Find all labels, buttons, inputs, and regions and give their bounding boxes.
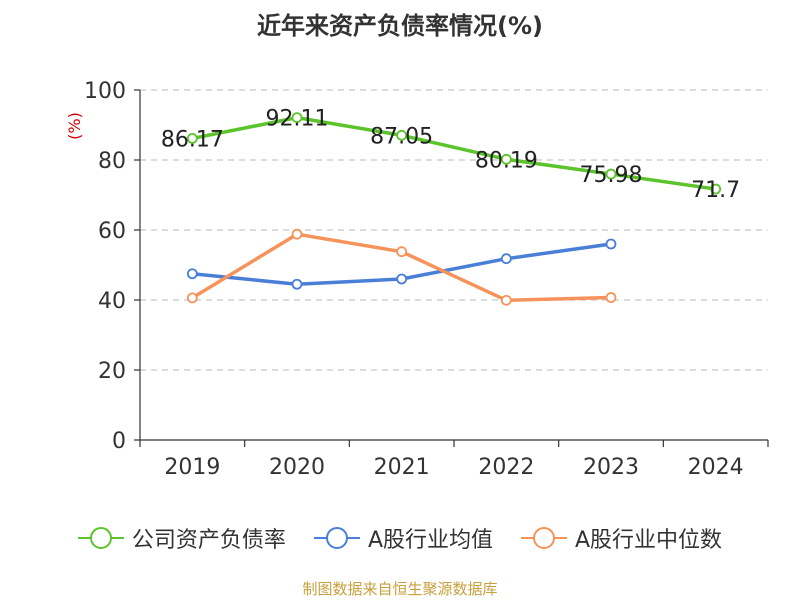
legend-label: A股行业均值	[367, 528, 493, 553]
source-note: 制图数据来自恒生聚源数据库	[302, 580, 498, 598]
y-tick-label: 80	[98, 149, 126, 174]
gridlines	[140, 89, 768, 371]
data-point	[186, 268, 198, 280]
data-point	[605, 292, 617, 303]
y-axis-label: (%)	[65, 112, 84, 140]
data-point	[291, 228, 303, 240]
series-line	[191, 232, 612, 303]
data-point	[605, 238, 617, 250]
data-point	[396, 273, 408, 285]
x-tick-label: 2022	[478, 455, 534, 480]
x-tick-label: 2020	[269, 455, 325, 480]
data-point	[500, 253, 512, 265]
legend-item: 公司资产负债率	[77, 522, 286, 554]
x-tick-label: 2021	[374, 455, 430, 480]
data-label: 71.7	[691, 178, 740, 203]
data-point	[605, 168, 617, 180]
y-tick-label: 100	[84, 79, 126, 104]
y-tick-label: 60	[98, 219, 126, 244]
legend-label: A股行业中位数	[575, 528, 723, 553]
data-label: 75.98	[580, 163, 643, 188]
data-label: 80.19	[475, 148, 538, 173]
x-tick-label: 2019	[164, 455, 220, 480]
legend-marker-icon	[521, 526, 567, 550]
data-point	[291, 278, 303, 290]
legend-item: A股行业均值	[313, 522, 493, 554]
y-tick-label: 40	[98, 289, 126, 314]
axes: 0 20 40 60 80 100 2019 2020 2021 2022 2023 2024 (%)	[65, 79, 769, 480]
y-tick-label: 20	[98, 359, 126, 384]
series-group	[186, 112, 722, 306]
series-line	[191, 115, 716, 191]
data-point	[186, 292, 198, 304]
legend-marker-icon	[313, 526, 360, 550]
chart-title: 近年来资产负债率情况(%)	[257, 12, 543, 40]
data-labels: 86.17 92.11 87.05 80.19 75.98 71.7	[161, 107, 740, 203]
legend-marker-icon	[77, 526, 124, 550]
legend: 公司资产负债率 A股行业均值 A股行业中位数	[0, 520, 800, 556]
data-label: 87.05	[370, 124, 433, 149]
data-point	[500, 294, 512, 306]
y-tick-label: 0	[112, 429, 126, 454]
data-point	[291, 112, 303, 124]
x-tick-label: 2023	[583, 455, 639, 480]
data-point	[186, 133, 198, 144]
data-label: 92.11	[266, 107, 329, 132]
legend-label: 公司资产负债率	[131, 528, 286, 553]
data-point	[396, 246, 408, 258]
data-label: 86.17	[161, 127, 224, 152]
data-point	[710, 183, 722, 195]
data-point	[500, 153, 512, 165]
x-tick-label: 2024	[688, 455, 744, 480]
legend-item: A股行业中位数	[521, 522, 722, 554]
data-point	[396, 129, 408, 141]
